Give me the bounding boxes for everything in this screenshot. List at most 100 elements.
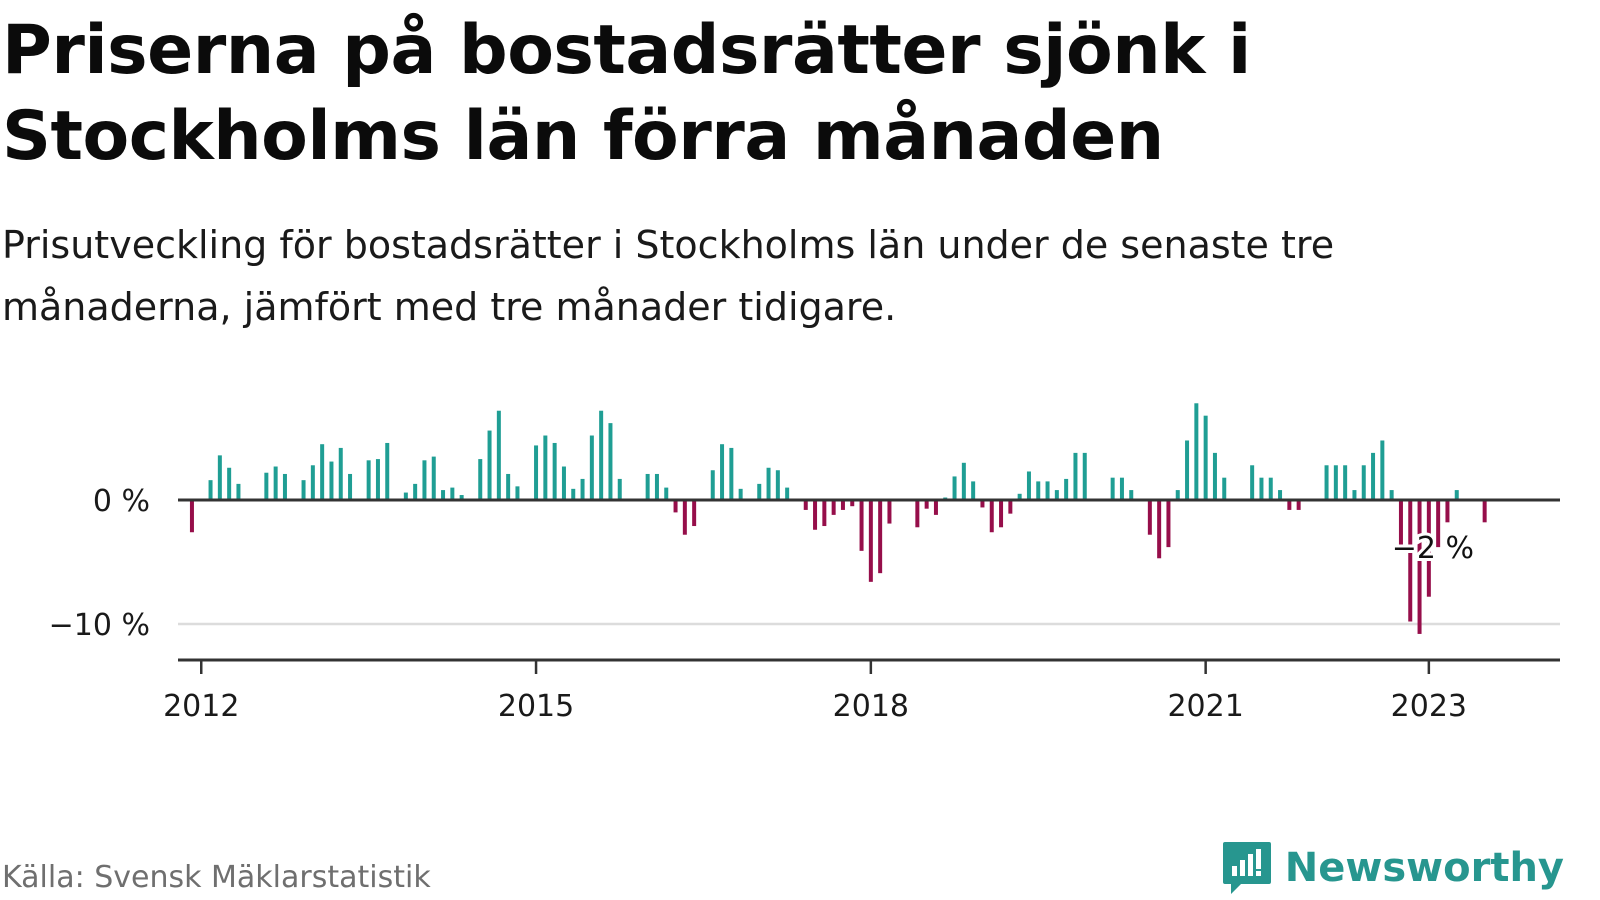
bar [645,473,650,500]
bar [1250,465,1255,500]
bar [971,481,976,500]
bar [487,430,492,500]
bar [338,447,343,500]
bar [1454,490,1459,500]
bar [840,500,845,510]
bar [264,472,269,500]
bar [738,488,743,500]
bar [571,488,576,500]
bar [1222,477,1227,500]
y-tick-label: −10 % [49,608,150,643]
bar [1389,490,1394,500]
bar [1017,493,1022,500]
bar [868,500,873,582]
bar [496,410,501,500]
bar [506,473,511,500]
bar [999,500,1004,528]
bars-layer [189,403,1487,634]
bar [664,487,669,500]
bar [682,500,687,535]
bar [710,470,715,500]
brand-logo: Newsworthy [1221,840,1564,896]
bar [933,500,938,515]
bar [534,445,539,500]
bar [878,500,883,574]
bar [1259,477,1264,500]
y-tick-label: 0 % [93,484,150,519]
bar [915,500,920,528]
bar [1278,490,1283,500]
bar [1371,452,1376,500]
bar [599,410,604,500]
chart-subtitle: Prisutveckling för bostadsrätter i Stock… [2,223,1335,329]
bar [1361,465,1366,500]
bar [589,435,594,500]
bar [1194,403,1199,500]
bar [766,467,771,500]
bar [989,500,994,533]
bar [1343,465,1348,500]
bar [301,480,306,500]
bar [961,462,966,500]
bar [1110,477,1115,500]
bar [1287,500,1292,510]
x-tick-label: 2021 [1167,689,1243,724]
x-tick-label: 2015 [498,689,574,724]
bar [1054,490,1059,500]
bar [552,442,557,500]
bar [1380,440,1385,500]
bar [189,500,194,533]
bar [1398,500,1403,548]
bar [831,500,836,515]
bar [348,473,353,500]
x-tick-label: 2012 [163,689,239,724]
bar [608,423,613,500]
bar [1408,500,1413,622]
bar [227,467,232,500]
bar [273,466,278,500]
bar [1268,477,1273,500]
bar [1212,452,1217,500]
bar [654,473,659,500]
brand-name: Newsworthy [1284,845,1564,891]
bar [1436,500,1441,548]
chart-title: Priserna på bostadsrätter sjönk i Stockh… [2,11,1251,176]
bar [385,442,390,500]
bar [1119,477,1124,500]
bar [478,459,483,500]
bar [980,500,985,508]
bar [236,483,241,500]
bar [515,486,520,500]
bar [561,466,566,500]
bar [729,447,734,500]
bar [1008,500,1013,514]
bar [1064,478,1069,500]
latest-value-annotation: −2 % [1392,531,1474,566]
bar [1482,500,1487,523]
label-layer: 0 % −10 % 2012 2015 2018 2021 2023 −2 % [49,484,1477,724]
bar [366,460,371,500]
bar [775,470,780,500]
bar [1129,490,1134,500]
bar [459,495,464,500]
bar [580,478,585,500]
newsworthy-logo-icon [1222,842,1271,894]
axis-layer [178,498,1560,674]
bar [813,500,818,530]
bar [850,500,855,507]
bar [310,465,315,500]
bar [1175,490,1180,500]
bar [1185,440,1190,500]
bar [1296,500,1301,510]
source-note: Källa: Svensk Mäklarstatistik [2,860,431,895]
bar [720,444,725,500]
bar [1082,452,1087,500]
bar [217,455,222,500]
bar [1045,481,1050,500]
bar [450,487,455,500]
bar [822,500,827,527]
bar [673,500,678,513]
bar [413,483,418,500]
bar [1417,500,1422,634]
bar [785,487,790,500]
